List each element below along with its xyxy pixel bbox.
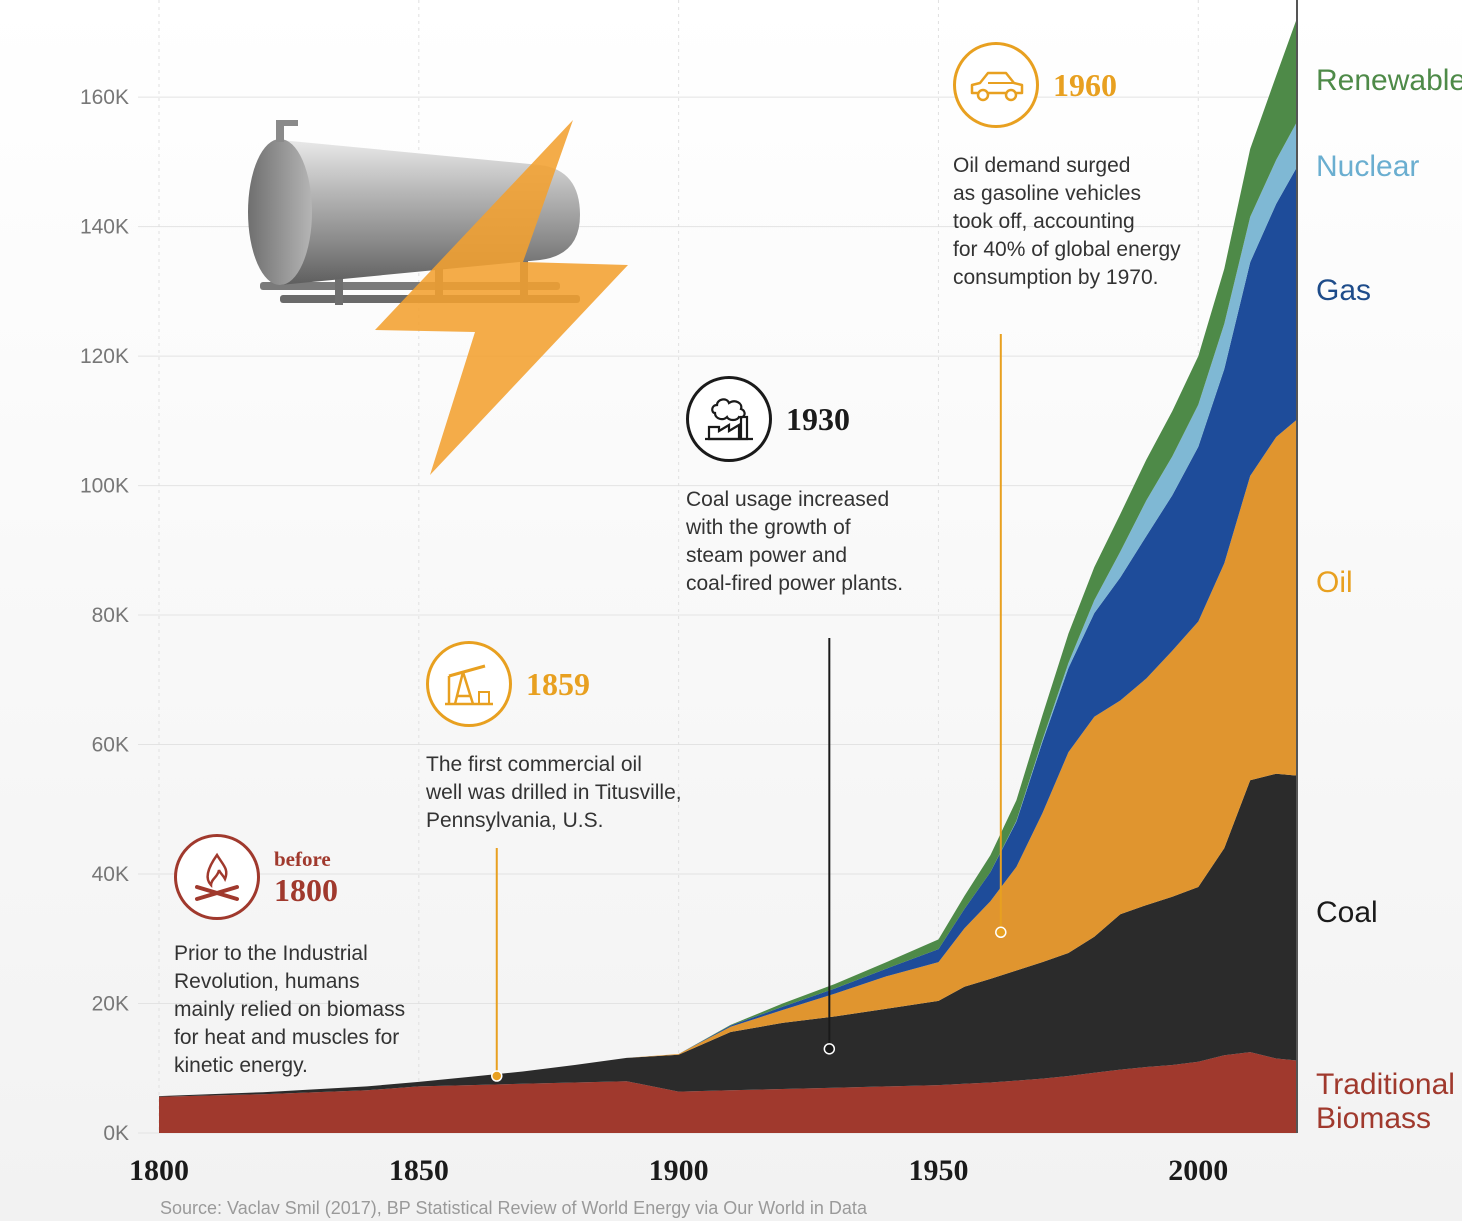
series-label: Biomass [1316,1102,1431,1135]
y-tick-label: 80K [92,604,129,627]
axes: 0K 20K 40K 60K 80K 100K 120K 140K 160K 1800 1850 19… [80,0,1298,1187]
annotation-marker-dot [995,926,1007,939]
y-tick-label: 40K [92,863,129,886]
annotation-markers [491,334,1007,1082]
x-tick-label: 2000 [1168,1154,1228,1187]
series-label: Renewables [1316,64,1462,97]
annotation-marker-dot [491,1070,503,1082]
series-label: Coal [1316,896,1378,929]
y-tick-label: 20K [92,993,129,1016]
series-label: Traditional [1316,1068,1455,1101]
y-tick-label: 160K [80,86,129,109]
source-note: Source: Vaclav Smil (2017), BP Statistic… [160,1198,867,1218]
annotation-marker-dot [823,1043,836,1055]
area-coal [159,773,1297,1097]
area-gas [159,167,1297,1097]
stacked-areas [159,18,1297,1133]
area-traditional-biomass [159,1052,1297,1133]
x-tick-label: 1950 [908,1154,968,1187]
y-tick-label: 100K [80,475,129,498]
series-label: Nuclear [1316,150,1419,183]
oil-tank-lightning-illustration [248,120,628,475]
lightning-bolt-icon [375,120,628,475]
series-label: Oil [1316,566,1353,599]
y-tick-label: 120K [80,345,129,368]
x-tick-label: 1850 [389,1154,449,1187]
series-label: Gas [1316,274,1371,307]
y-tick-label: 60K [92,734,129,757]
x-tick-label: 1900 [649,1154,709,1187]
y-tick-label: 140K [80,216,129,239]
area-oil [159,419,1297,1097]
area-renewables [159,18,1297,1097]
y-tick-label: 0K [103,1122,129,1145]
x-tick-label: 1800 [129,1154,189,1187]
